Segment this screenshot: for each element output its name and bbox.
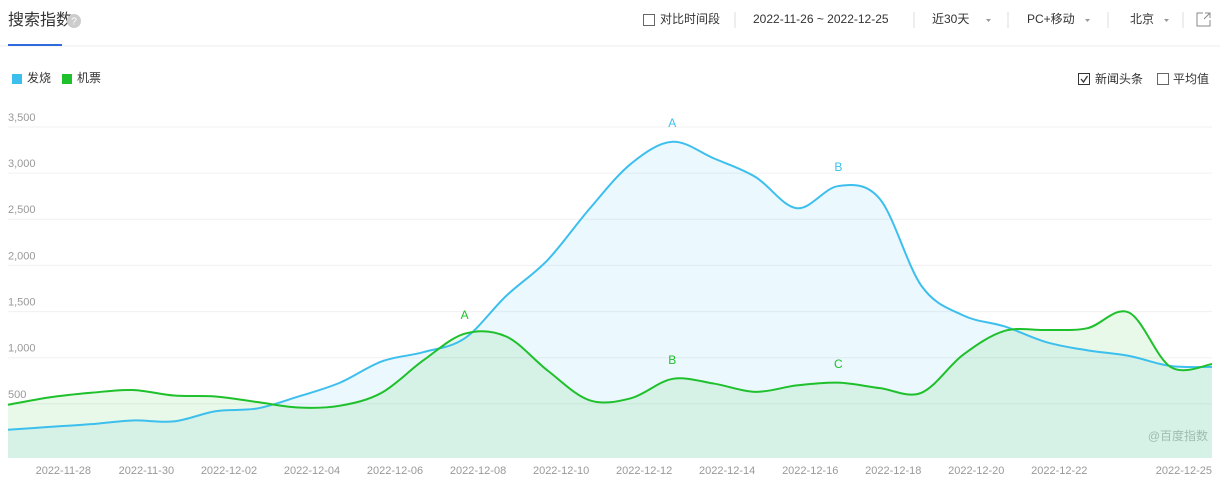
x-tick-label: 2022-11-30	[119, 465, 174, 477]
news-marker: A	[461, 308, 469, 322]
y-tick-label: 1,500	[8, 296, 36, 308]
y-tick-label: 2,500	[8, 204, 36, 216]
compare-label[interactable]: 对比时间段	[660, 11, 720, 26]
x-tick-label: 2022-12-12	[616, 465, 672, 477]
x-tick-label: 2022-12-02	[201, 465, 257, 477]
y-tick-label: 3,500	[8, 112, 36, 124]
x-tick-label: 2022-12-04	[284, 465, 340, 477]
y-tick-label: 3,000	[8, 158, 36, 170]
y-tick-label: 500	[8, 389, 26, 401]
x-tick-label: 2022-12-25	[1156, 465, 1212, 477]
title: 搜索指数	[8, 11, 72, 29]
device-select[interactable]: PC+移动	[1027, 12, 1075, 26]
x-tick-label: 2022-12-08	[450, 465, 506, 477]
series-area	[8, 141, 1212, 459]
dropdown-arrow	[986, 19, 991, 22]
x-tick-label: 2022-12-10	[533, 465, 589, 477]
news-marker: B	[668, 353, 676, 367]
average-label[interactable]: 平均值	[1173, 71, 1209, 86]
legend-label: 发烧	[27, 70, 51, 85]
series-line	[7, 310, 1213, 409]
x-tick-label: 2022-12-18	[865, 465, 921, 477]
x-tick-label: 2022-12-22	[1031, 465, 1087, 477]
news-marker: A	[668, 116, 676, 130]
news-marker: C	[834, 357, 843, 371]
y-tick-label: 1,000	[8, 343, 36, 355]
period-select[interactable]: 近30天	[932, 12, 969, 26]
compare-checkbox[interactable]	[643, 14, 655, 26]
region-select[interactable]: 北京	[1130, 12, 1154, 26]
series-line	[7, 140, 1213, 431]
news-label[interactable]: 新闻头条	[1095, 71, 1143, 86]
date-range[interactable]: 2022-11-26 ~ 2022-12-25	[753, 12, 889, 26]
x-tick-label: 2022-12-06	[367, 465, 423, 477]
dropdown-arrow	[1085, 19, 1090, 22]
check-mark	[1080, 75, 1089, 84]
export-icon[interactable]	[1196, 12, 1211, 27]
y-tick-label: 2,000	[8, 250, 36, 262]
series-area	[8, 311, 1212, 458]
x-tick-label: 2022-12-20	[948, 465, 1004, 477]
legend-swatch	[12, 74, 22, 84]
news-marker: B	[834, 160, 842, 174]
help-mark: ?	[71, 17, 77, 28]
dropdown-arrow	[1164, 19, 1169, 22]
x-tick-label: 2022-11-28	[36, 465, 91, 477]
legend-label: 机票	[77, 71, 101, 85]
x-tick-label: 2022-12-16	[782, 465, 838, 477]
help-icon[interactable]	[67, 14, 81, 28]
legend-swatch	[62, 74, 72, 84]
x-tick-label: 2022-12-14	[699, 465, 755, 477]
watermark: @百度指数	[1148, 428, 1208, 443]
news-checkbox[interactable]	[1078, 73, 1090, 85]
average-checkbox[interactable]	[1157, 73, 1169, 85]
